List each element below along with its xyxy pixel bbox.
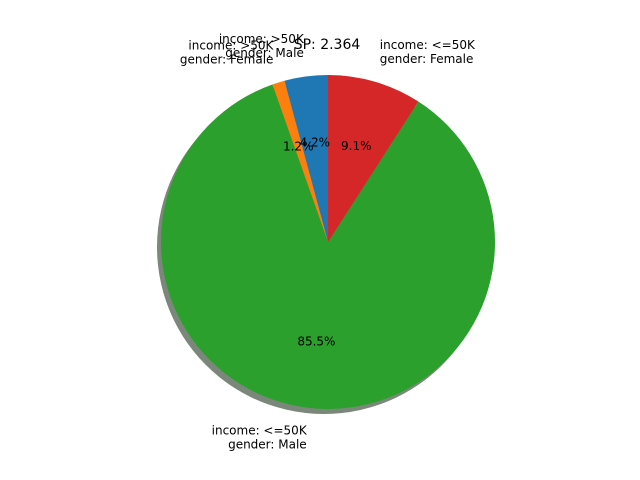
pie-slice-1 [272, 80, 328, 242]
slice-label-line: gender: Male [225, 46, 304, 60]
slice-label-line: gender: Female [380, 52, 474, 66]
slice-label-3: income: <=50K gender: Female [380, 38, 476, 66]
pie-slice-3 [328, 75, 419, 242]
percent-labels: 4.2%1.2% 85.5% 9.1% [283, 136, 372, 349]
slice-label-line: gender: Male [228, 437, 307, 451]
slice-label-line: income: <=50K [380, 38, 476, 52]
slice-label-line: income: >50K [188, 39, 274, 53]
slice-label-0: income: >50K gender: Male [219, 32, 305, 60]
percent-label-0: 4.2% [300, 136, 331, 150]
slice-label-line: gender: Female [180, 53, 274, 67]
slice-label-1: income: >50K gender: Female [180, 39, 275, 67]
percent-label-3: 9.1% [341, 139, 372, 153]
percent-label-1: 1.2% [283, 139, 314, 153]
pie-slice-0 [284, 75, 328, 242]
chart-title: SP: 2.364 [294, 37, 361, 53]
pie-slices [161, 75, 496, 410]
percent-label-2: 85.5% [297, 335, 335, 349]
pie-slice-2 [161, 84, 496, 410]
slice-label-line: income: <=50K [212, 423, 308, 437]
slice-label-2: income: <=50K gender: Male [212, 423, 308, 451]
slice-label-line: income: >50K [219, 32, 305, 46]
